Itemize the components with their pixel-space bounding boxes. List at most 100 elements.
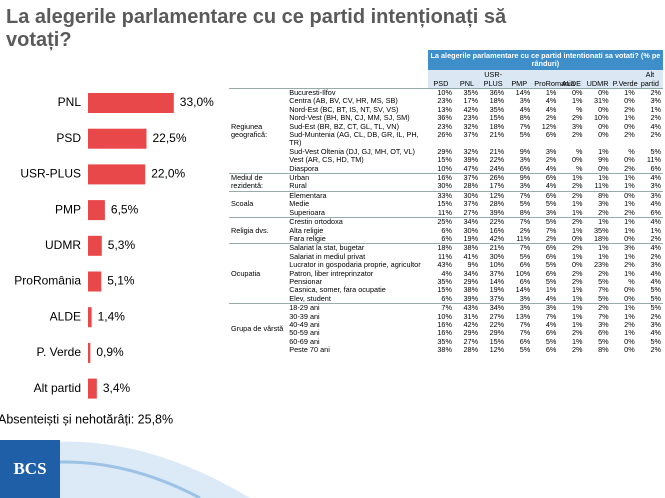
cell: 0% [598, 163, 609, 173]
group-label: Scoala [229, 190, 288, 218]
cell: 1% [624, 328, 635, 338]
row-label: 50-59 ani [289, 328, 320, 338]
cell: 5% [650, 336, 661, 346]
cell: 3% [545, 146, 557, 156]
cell: 23% [437, 121, 452, 131]
cell: 2% [571, 113, 583, 123]
cell: 5% [650, 293, 661, 303]
cell: 10% [489, 260, 505, 270]
table-row: Patron, liber intreprinzator 4% 34% 37% 10% 6… [229, 268, 663, 278]
cell: 1% [624, 181, 635, 191]
cell: 7% [519, 319, 531, 329]
table-row: Diaspora 10% 47% 24% 6% 4%% 0% 2% 6% [229, 163, 663, 174]
cell: 5% [545, 276, 557, 286]
cell: 2% [624, 130, 635, 140]
cell: 15% [437, 285, 452, 295]
cell: 7% [427, 303, 454, 313]
cell: 10% [437, 163, 452, 173]
cell: 2% [650, 345, 661, 355]
column-header: ALDE [558, 70, 585, 89]
cell: 5% [519, 199, 531, 209]
cell: 15% [489, 336, 505, 346]
cell: 4% [545, 319, 557, 329]
cell: 6% [519, 336, 531, 346]
cell: 0% [624, 345, 635, 355]
cell: 42% [463, 319, 479, 329]
cell: 4% [545, 293, 557, 303]
cell: 31% [594, 96, 609, 106]
value-label: 3,4% [103, 381, 131, 395]
cell: 2% [650, 311, 661, 321]
cell: 42% [463, 104, 479, 114]
table-row: Superioara 11% 27% 39% 8% 3% 1% 2% 2% 6% [229, 207, 663, 218]
cell: 30% [453, 190, 481, 201]
cell: 14% [515, 285, 531, 295]
cell: 5% [598, 276, 609, 286]
value-label: 5,1% [107, 274, 135, 288]
row-label: Lucrator in gospodaria proprie, agricult… [289, 260, 421, 270]
cell: % [628, 146, 635, 156]
logo: BCS [13, 459, 46, 478]
cell: 3% [650, 96, 661, 106]
cell: 3% [506, 303, 533, 313]
cell: 4% [650, 328, 661, 338]
row-label: Bucuresti-Ilfov [287, 88, 428, 98]
table-row: Sud-Muntenia (AG, CL, DB, GR, IL, PH, TR… [229, 130, 663, 148]
cell: 3% [571, 121, 583, 131]
cell: 16% [489, 225, 505, 235]
cell: 4% [441, 268, 452, 278]
cell: 1% [558, 173, 585, 183]
table-row: 30-39 ani 10% 31% 27% 13% 7% 1% 7% 1% 2% [229, 311, 663, 321]
cell: 2% [584, 303, 611, 313]
cell: 1% [571, 285, 583, 295]
table-title: La alegerile parlamentare cu ce partid i… [427, 50, 663, 70]
table-row: Regiunea geografică: Bucuresti-Ilfov 10% 35… [229, 87, 663, 174]
table-row: Pensionar 35% 29% 14% 6% 5% 2% 5%% 4% [229, 276, 663, 286]
cell: 35% [594, 225, 609, 235]
cell: 1% [610, 88, 637, 98]
cell: 2% [624, 104, 635, 114]
cell: 1% [624, 225, 635, 235]
row-label: 60-69 ani [289, 336, 320, 346]
cell: 35% [453, 88, 481, 98]
row-label: 40-49 ani [289, 319, 320, 329]
cell: 5% [636, 303, 663, 313]
cell: 2% [571, 276, 583, 286]
cell: 41% [463, 251, 479, 261]
category-label: PSD [56, 131, 81, 145]
cell: 1% [610, 217, 637, 227]
cell: 12% [480, 190, 507, 201]
header-row: La alegerile parlamentare cu ce partid i… [229, 50, 663, 89]
table-row: Fara religie 6% 19% 42% 11% 2% 0% 18% 0% 2% [229, 233, 663, 244]
cell: 21% [489, 146, 505, 156]
column-header: PMP [506, 70, 533, 89]
cell: 0% [584, 88, 611, 98]
cell: 24% [489, 163, 505, 173]
category-label: ProRomânia [14, 274, 81, 288]
cell: 2% [571, 181, 583, 191]
cell: 1% [571, 336, 583, 346]
cell: 2% [571, 130, 583, 140]
cell: 18% [427, 243, 454, 253]
cell: 1% [584, 173, 611, 183]
cell: 0% [624, 96, 635, 106]
bar [88, 235, 102, 256]
cell: 1% [558, 303, 585, 313]
cell: 31% [463, 311, 479, 321]
cell: 0% [571, 233, 583, 243]
column-header: P.Verde [610, 70, 638, 89]
cell: 3% [519, 96, 531, 106]
cell: 9% [467, 260, 479, 270]
cell: 3% [519, 181, 531, 191]
cell: 1% [571, 199, 583, 209]
cell: 2% [624, 260, 635, 270]
cell: 13% [515, 311, 531, 321]
cell: 2% [598, 268, 609, 278]
cell: 1% [650, 225, 661, 235]
cell: 7% [506, 243, 533, 253]
cell: 2% [519, 225, 531, 235]
table-row: Vest (AR, CS, HD, TM) 15% 39% 22% 3% 2% 0% 9% 0%… [229, 155, 663, 164]
group-label: Ocupatia [229, 243, 288, 304]
cell: 2% [598, 207, 609, 217]
